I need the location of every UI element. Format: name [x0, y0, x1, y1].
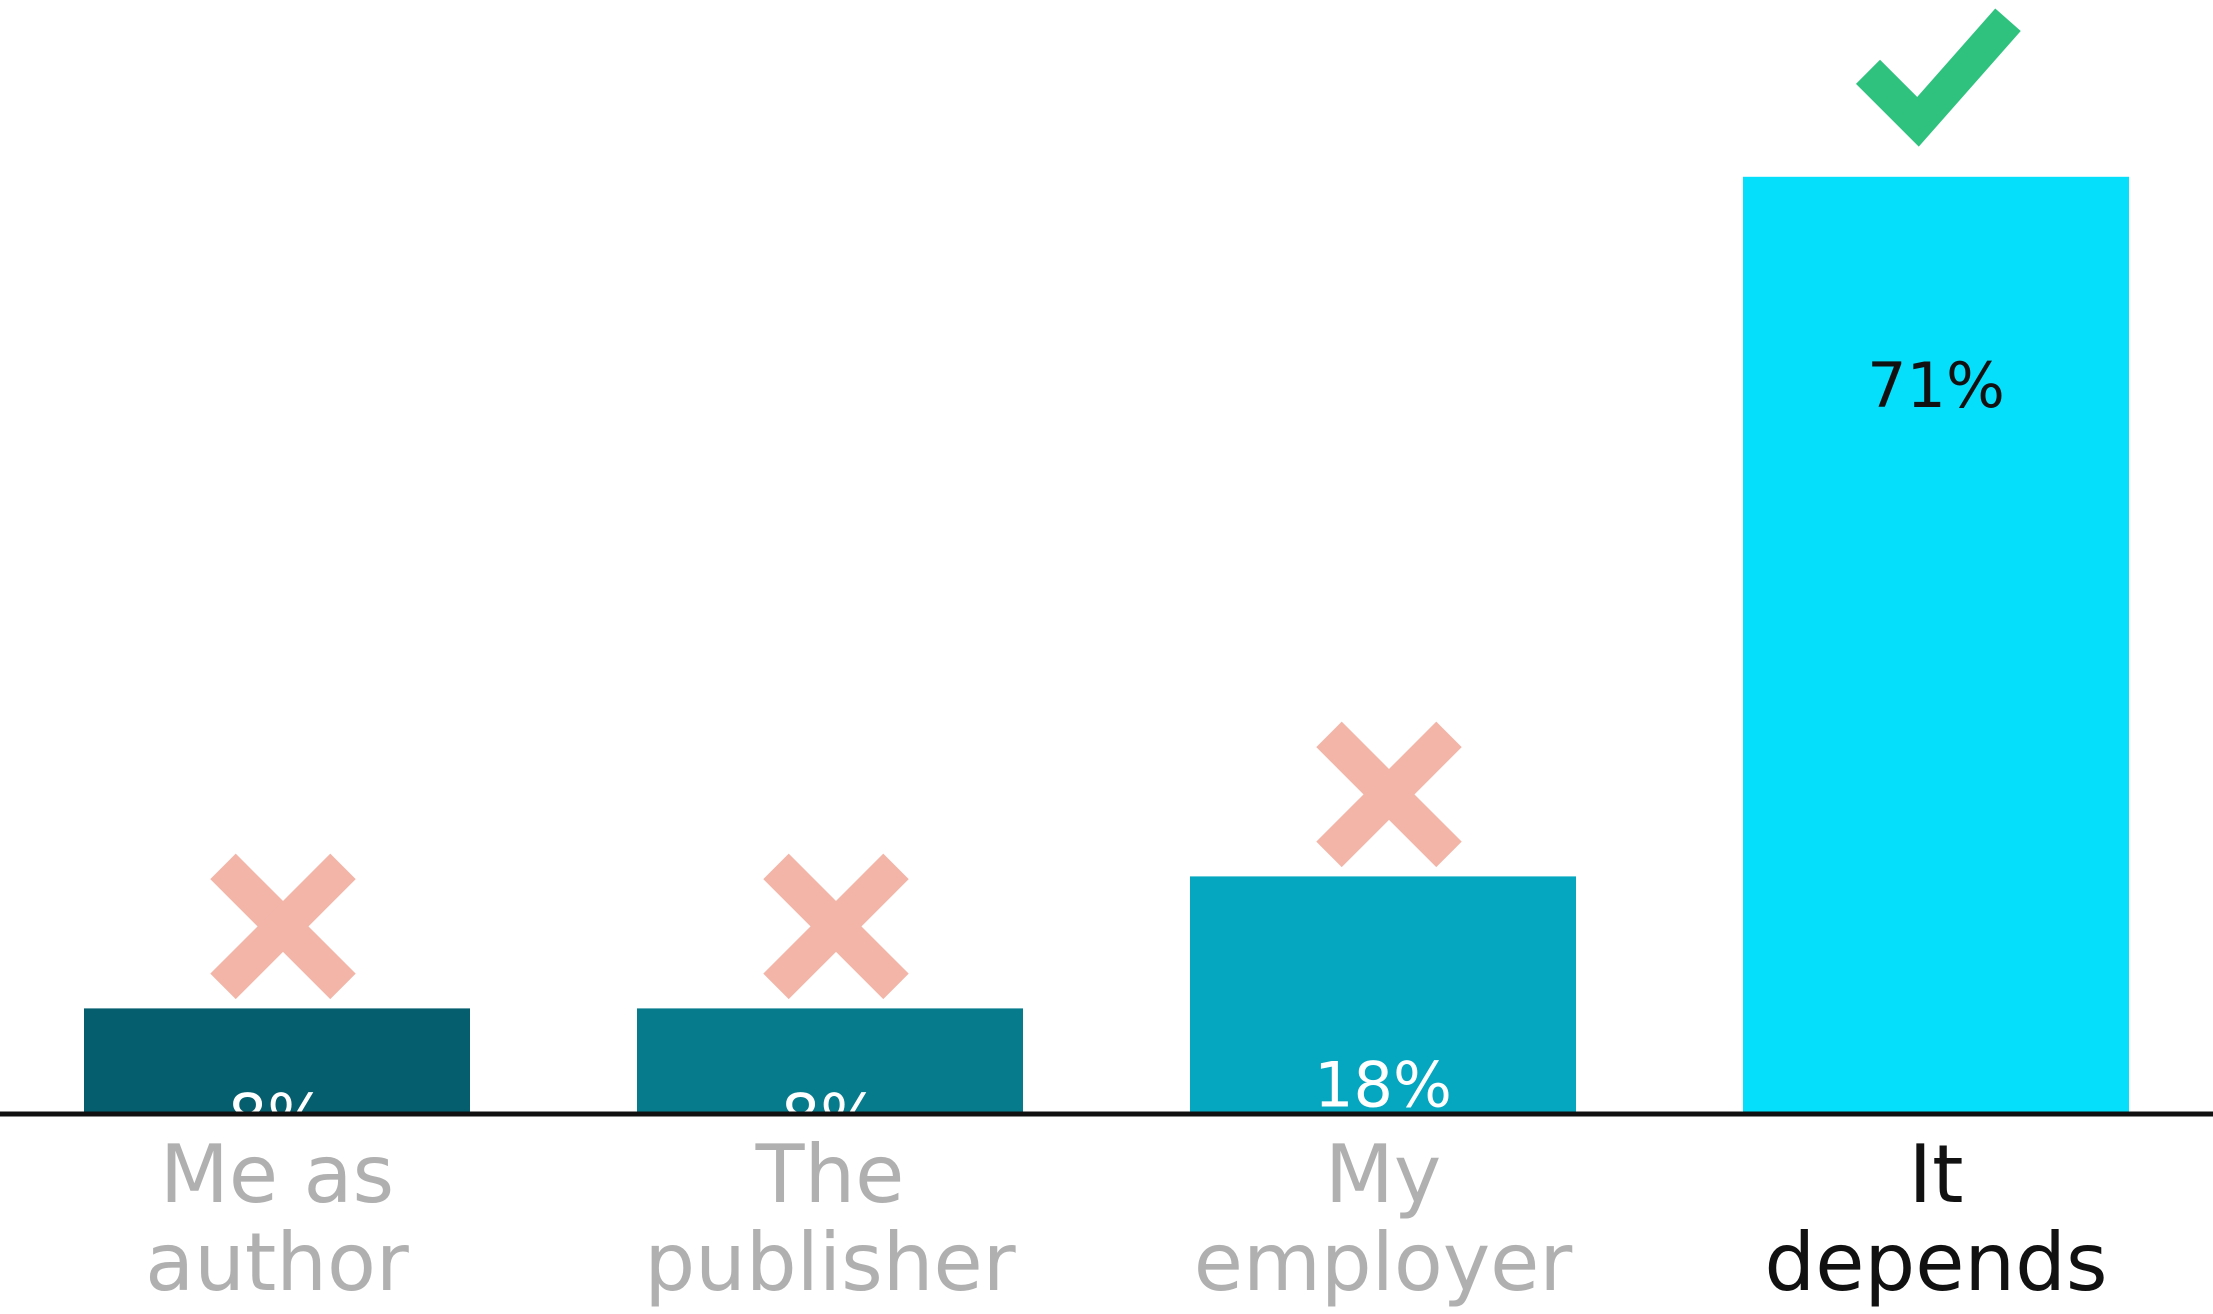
value-label-the-publisher: 8%	[781, 1080, 879, 1153]
tick-label-the-publisher-line-1: The	[755, 1128, 905, 1221]
value-label-my-employer: 18%	[1314, 1048, 1452, 1121]
tick-label-me-as-author-line-1: Me as	[160, 1128, 394, 1221]
tick-label-my-employer-line-1: My	[1325, 1128, 1441, 1221]
bar-me-as-author	[84, 1008, 470, 1114]
cross-icon	[210, 853, 356, 1000]
cross-icon	[763, 853, 909, 1000]
cross-icon	[1316, 721, 1462, 868]
bar-the-publisher	[637, 1008, 1023, 1114]
tick-label-my-employer-line-2: employer	[1194, 1216, 1573, 1309]
check-icon	[1855, 8, 2021, 147]
bars	[84, 176, 2129, 1115]
tick-label-it-depends-line-1: It	[1909, 1128, 1964, 1221]
bar-it-depends	[1743, 176, 2129, 1115]
tick-label-the-publisher-line-2: publisher	[644, 1216, 1015, 1309]
value-label-it-depends: 71%	[1867, 349, 2005, 422]
bar-my-employer	[1190, 876, 1576, 1114]
tick-label-me-as-author-line-2: author	[145, 1216, 409, 1309]
value-labels: 8% 8% 18% 71%	[228, 349, 2005, 1154]
markers	[210, 8, 2021, 1000]
tick-label-it-depends-line-2: depends	[1764, 1216, 2107, 1309]
value-label-me-as-author: 8%	[228, 1080, 326, 1153]
